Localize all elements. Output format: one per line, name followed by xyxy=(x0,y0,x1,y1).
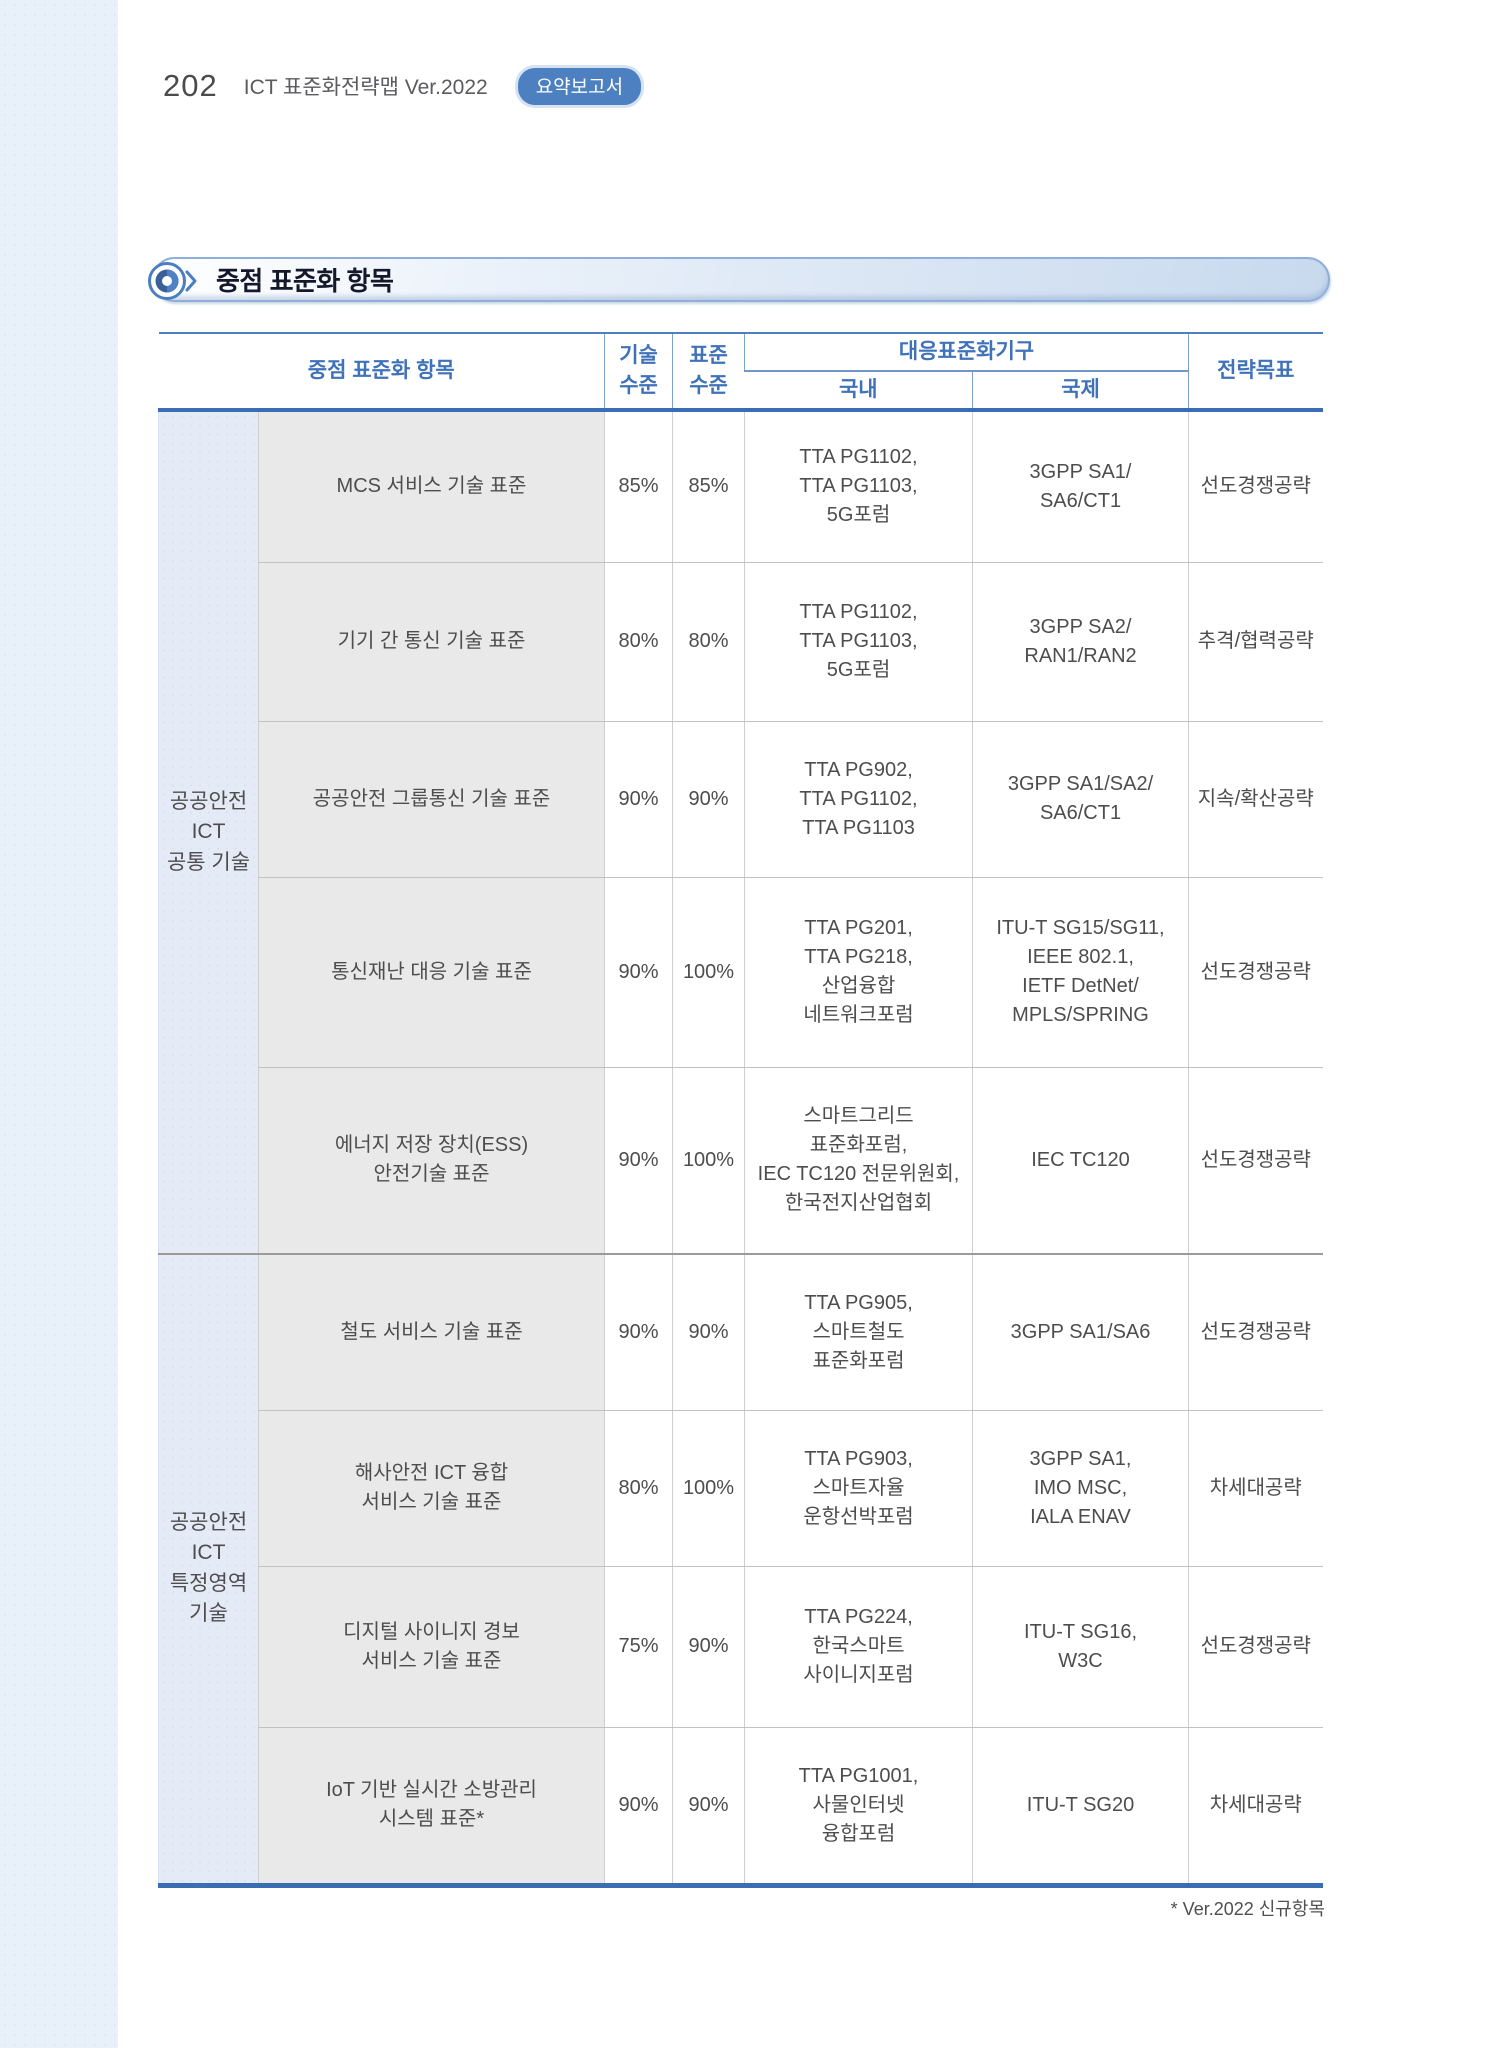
domestic-orgs: TTA PG902, TTA PG1102, TTA PG1103 xyxy=(744,721,973,878)
international-orgs: ITU-T SG20 xyxy=(972,1727,1189,1888)
table-row: 에너지 저장 장치(ESS) 안전기술 표준 90% 100% 스마트그리드 표… xyxy=(159,1067,1323,1255)
std-level: 80% xyxy=(672,562,745,722)
item-name: 기기 간 통신 기술 표준 xyxy=(257,562,605,722)
col-header-item: 중점 표준화 항목 xyxy=(158,333,605,412)
strategy-goal: 추격/협력공략 xyxy=(1188,562,1323,722)
international-orgs: 3GPP SA1/SA6 xyxy=(972,1254,1189,1411)
domestic-orgs: TTA PG1102, TTA PG1103, 5G포럼 xyxy=(744,562,973,722)
strategy-goal: 선도경쟁공략 xyxy=(1188,410,1323,563)
std-level: 85% xyxy=(672,410,745,563)
item-name: 철도 서비스 기술 표준 xyxy=(257,1254,605,1411)
std-level: 100% xyxy=(672,1067,745,1255)
tech-level: 80% xyxy=(604,1410,673,1567)
domestic-orgs: TTA PG905, 스마트철도 표준화포럼 xyxy=(744,1254,973,1411)
col-header-org: 대응표준화기구 xyxy=(744,333,1189,372)
section-title: 중점 표준화 항목 xyxy=(216,266,394,296)
tech-level: 90% xyxy=(604,1067,673,1255)
domestic-orgs: TTA PG1001, 사물인터넷 융합포럼 xyxy=(744,1727,973,1888)
standardization-items-table: 중점 표준화 항목 기술 수준 표준 수준 대응표준화기구 전략목표 국내 국제… xyxy=(158,332,1323,1888)
page-left-margin-strip xyxy=(0,0,118,2048)
strategy-goal: 선도경쟁공략 xyxy=(1188,877,1323,1068)
std-level: 90% xyxy=(672,1727,745,1888)
international-orgs: ITU-T SG16, W3C xyxy=(972,1566,1189,1728)
std-level: 90% xyxy=(672,1254,745,1411)
domestic-orgs: TTA PG224, 한국스마트 사이니지포럼 xyxy=(744,1566,973,1728)
item-name: IoT 기반 실시간 소방관리 시스템 표준* xyxy=(257,1727,605,1888)
section-title-bar: 중점 표준화 항목 xyxy=(148,257,1330,302)
item-name: 통신재난 대응 기술 표준 xyxy=(257,877,605,1068)
tech-level: 90% xyxy=(604,1254,673,1411)
table-row: 통신재난 대응 기술 표준 90% 100% TTA PG201, TTA PG… xyxy=(159,877,1323,1068)
col-header-international: 국제 xyxy=(972,371,1189,412)
strategy-goal: 선도경쟁공략 xyxy=(1188,1254,1323,1411)
table-row: 기기 간 통신 기술 표준 80% 80% TTA PG1102, TTA PG… xyxy=(159,562,1323,722)
international-orgs: IEC TC120 xyxy=(972,1067,1189,1255)
strategy-goal: 차세대공략 xyxy=(1188,1410,1323,1567)
table-row: 해사안전 ICT 융합 서비스 기술 표준 80% 100% TTA PG903… xyxy=(159,1410,1323,1567)
tech-level: 90% xyxy=(604,1727,673,1888)
item-name: 해사안전 ICT 융합 서비스 기술 표준 xyxy=(257,1410,605,1567)
std-level: 90% xyxy=(672,1566,745,1728)
page-number: 202 xyxy=(163,68,218,103)
std-level: 90% xyxy=(672,721,745,878)
group-label-common: 공공안전 ICT 공통 기술 xyxy=(158,410,259,1255)
page-header: 202 ICT 표준화전략맵 Ver.2022 요약보고서 xyxy=(163,62,642,110)
international-orgs: 3GPP SA1, IMO MSC, IALA ENAV xyxy=(972,1410,1189,1567)
col-header-tech-level: 기술 수준 xyxy=(604,333,673,412)
strategy-goal: 선도경쟁공략 xyxy=(1188,1566,1323,1728)
international-orgs: 3GPP SA1/SA2/ SA6/CT1 xyxy=(972,721,1189,878)
strategy-goal: 지속/확산공략 xyxy=(1188,721,1323,878)
table-row: 공공안전 ICT 공통 기술 MCS 서비스 기술 표준 85% 85% TTA… xyxy=(158,410,1323,1255)
international-orgs: 3GPP SA2/ RAN1/RAN2 xyxy=(972,562,1189,722)
document-title: ICT 표준화전략맵 Ver.2022 xyxy=(243,76,488,99)
international-orgs: 3GPP SA1/ SA6/CT1 xyxy=(972,410,1189,563)
std-level: 100% xyxy=(672,1410,745,1567)
table-row: 디지털 사이니지 경보 서비스 기술 표준 75% 90% TTA PG224,… xyxy=(159,1566,1323,1728)
target-donut-icon xyxy=(145,257,209,305)
domestic-orgs: TTA PG1102, TTA PG1103, 5G포럼 xyxy=(744,410,973,563)
item-name: 에너지 저장 장치(ESS) 안전기술 표준 xyxy=(257,1067,605,1255)
tech-level: 90% xyxy=(604,721,673,878)
tech-level: 75% xyxy=(604,1566,673,1728)
col-header-std-level: 표준 수준 xyxy=(672,333,745,412)
item-name: 디지털 사이니지 경보 서비스 기술 표준 xyxy=(257,1566,605,1728)
international-orgs: ITU-T SG15/SG11, IEEE 802.1, IETF DetNet… xyxy=(972,877,1189,1068)
table-header: 중점 표준화 항목 기술 수준 표준 수준 대응표준화기구 전략목표 국내 국제 xyxy=(158,333,1323,412)
domestic-orgs: TTA PG201, TTA PG218, 산업융합 네트워크포럼 xyxy=(744,877,973,1068)
item-name: MCS 서비스 기술 표준 xyxy=(257,410,605,563)
group-label-specific: 공공안전 ICT 특정영역 기술 xyxy=(158,1254,259,1888)
col-header-strategy: 전략목표 xyxy=(1188,333,1323,412)
table-row: IoT 기반 실시간 소방관리 시스템 표준* 90% 90% TTA PG10… xyxy=(159,1727,1323,1888)
report-type-badge: 요약보고서 xyxy=(517,67,642,105)
tech-level: 90% xyxy=(604,877,673,1068)
col-header-domestic: 국내 xyxy=(744,371,973,412)
footnote: * Ver.2022 신규항목 xyxy=(1170,1899,1325,1919)
strategy-goal: 선도경쟁공략 xyxy=(1188,1067,1323,1255)
tech-level: 80% xyxy=(604,562,673,722)
std-level: 100% xyxy=(672,877,745,1068)
tech-level: 85% xyxy=(604,410,673,563)
domestic-orgs: 스마트그리드 표준화포럼, IEC TC120 전문위원회, 한국전지산업협회 xyxy=(744,1067,973,1255)
strategy-goal: 차세대공략 xyxy=(1188,1727,1323,1888)
table-row: 공공안전 ICT 특정영역 기술 철도 서비스 기술 표준 90% 90% TT… xyxy=(158,1254,1323,1888)
item-name: 공공안전 그룹통신 기술 표준 xyxy=(257,721,605,878)
table-row: 공공안전 그룹통신 기술 표준 90% 90% TTA PG902, TTA P… xyxy=(159,721,1323,878)
domestic-orgs: TTA PG903, 스마트자율 운항선박포럼 xyxy=(744,1410,973,1567)
